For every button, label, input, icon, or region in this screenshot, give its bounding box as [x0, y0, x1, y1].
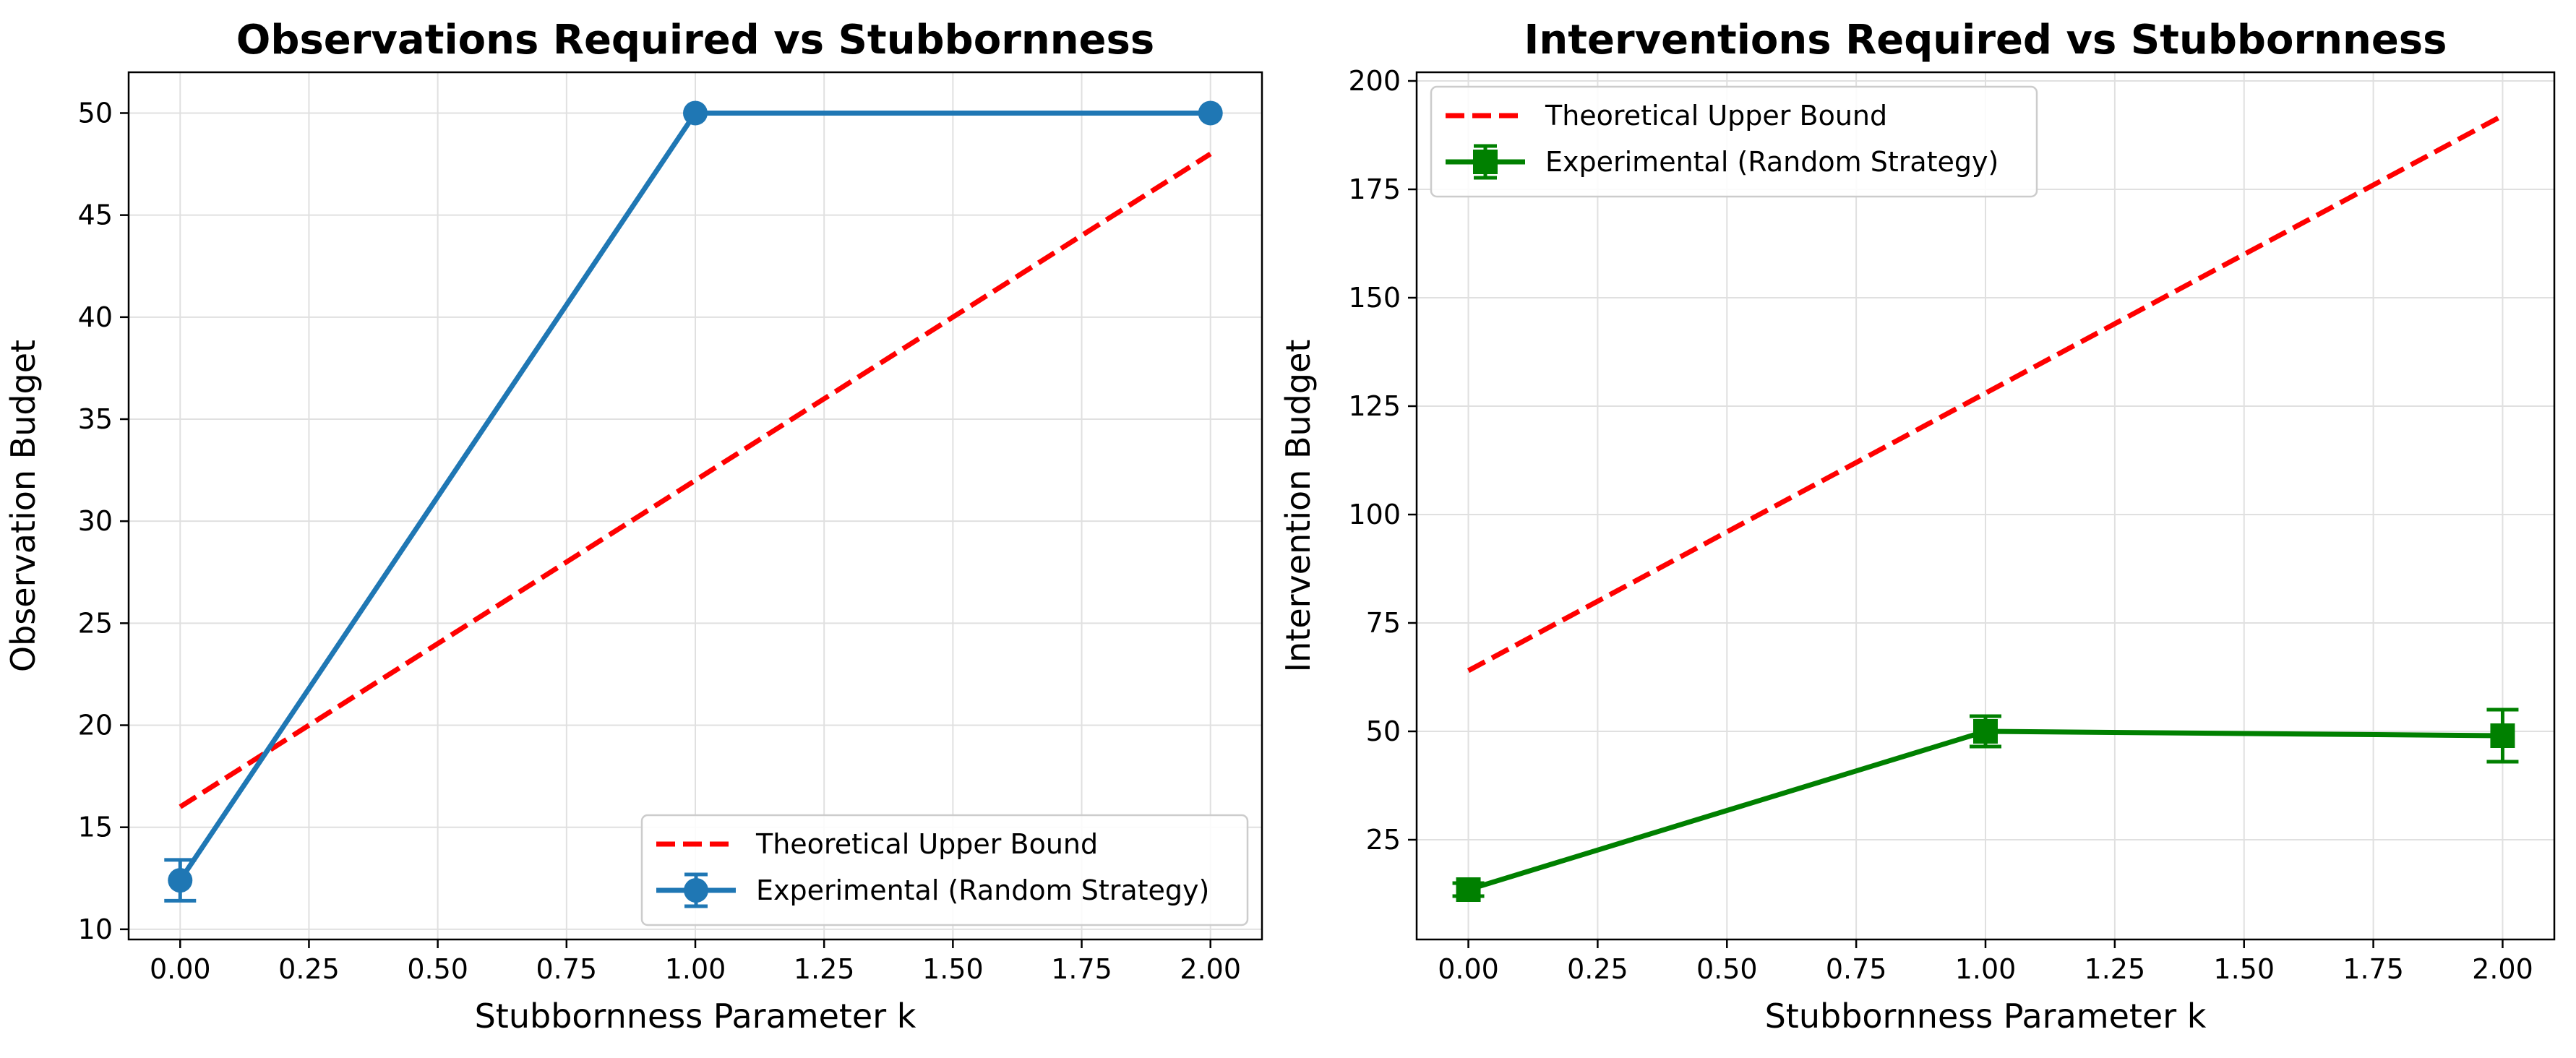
legend-entry-label: Theoretical Upper Bound [1545, 100, 1887, 132]
x-tick-label: 1.50 [922, 953, 984, 985]
legend-swatch-marker [684, 878, 708, 903]
y-tick-label: 175 [1348, 173, 1401, 205]
legend-entry-label: Experimental (Random Strategy) [1545, 146, 1998, 178]
x-tick-label: 1.00 [665, 953, 726, 985]
x-axis-label: Stubbornness Parameter k [475, 997, 916, 1036]
y-tick-label: 45 [78, 199, 113, 231]
chart-title: Interventions Required vs Stubbornness [1524, 17, 2447, 64]
x-axis-label: Stubbornness Parameter k [1765, 997, 2207, 1036]
data-point [2490, 723, 2515, 748]
x-tick-label: 0.50 [407, 953, 468, 985]
y-tick-label: 100 [1348, 499, 1401, 530]
x-tick-label: 1.25 [794, 953, 855, 985]
x-tick-label: 2.00 [1180, 953, 1241, 985]
data-point [1198, 100, 1223, 126]
x-tick-label: 1.75 [2343, 953, 2404, 985]
y-tick-label: 40 [78, 301, 113, 333]
x-tick-label: 0.75 [1826, 953, 1887, 985]
y-tick-label: 20 [78, 710, 113, 741]
y-tick-label: 125 [1348, 390, 1401, 422]
x-tick-label: 0.25 [1567, 953, 1628, 985]
series-line-theoretical [179, 151, 1212, 809]
x-tick-label: 0.00 [150, 953, 211, 985]
y-tick-label: 30 [78, 505, 113, 537]
y-tick-label: 35 [78, 403, 113, 435]
x-tick-label: 2.00 [2472, 953, 2533, 985]
chart-title: Observations Required vs Stubbornness [236, 17, 1154, 64]
y-tick-label: 50 [78, 97, 113, 129]
y-axis-label: Observation Budget [4, 340, 43, 672]
y-tick-label: 25 [78, 607, 113, 639]
chart-panel-2: 0.00 0.25 0.50 0.75 1.00 1.25 1.50 1.75 2.00 25 50… [1279, 17, 2556, 1036]
chart-panel-1: 0.00 0.25 0.50 0.75 1.00 1.25 1.50 1.75 2.00 10 15… [4, 17, 1263, 1036]
series-line-theoretical [1467, 113, 2504, 674]
x-tick-label: 1.50 [2213, 953, 2275, 985]
legend-box [640, 814, 1249, 926]
x-tick-label: 0.00 [1438, 953, 1499, 985]
legend: Theoretical Upper Bound Experimental (Ran… [1430, 85, 2038, 198]
x-tick-label: 0.75 [536, 953, 598, 985]
y-tick-label: 25 [1366, 824, 1401, 856]
y-tick-label: 150 [1348, 282, 1401, 314]
y-tick-label: 15 [78, 812, 113, 843]
y-axis-label: Intervention Budget [1279, 340, 1318, 673]
legend-box [1430, 85, 2038, 198]
y-tick-label: 200 [1348, 65, 1401, 97]
legend-swatch-marker [1473, 150, 1498, 174]
legend-entry-label: Experimental (Random Strategy) [756, 874, 1209, 906]
data-point [1973, 719, 1998, 744]
y-tick-label: 50 [1366, 715, 1401, 747]
y-tick-label: 10 [78, 913, 113, 945]
y-tick-label: 75 [1366, 607, 1401, 639]
x-tick-label: 1.00 [1955, 953, 2017, 985]
x-tick-label: 0.25 [278, 953, 340, 985]
data-point [168, 868, 193, 893]
data-point [1456, 877, 1481, 902]
x-tick-label: 1.25 [2085, 953, 2146, 985]
legend: Theoretical Upper Bound Experimental (Ran… [640, 814, 1249, 926]
legend-entry-label: Theoretical Upper Bound [755, 828, 1098, 860]
x-tick-label: 0.50 [1696, 953, 1758, 985]
data-point [683, 100, 708, 126]
x-tick-label: 1.75 [1051, 953, 1112, 985]
